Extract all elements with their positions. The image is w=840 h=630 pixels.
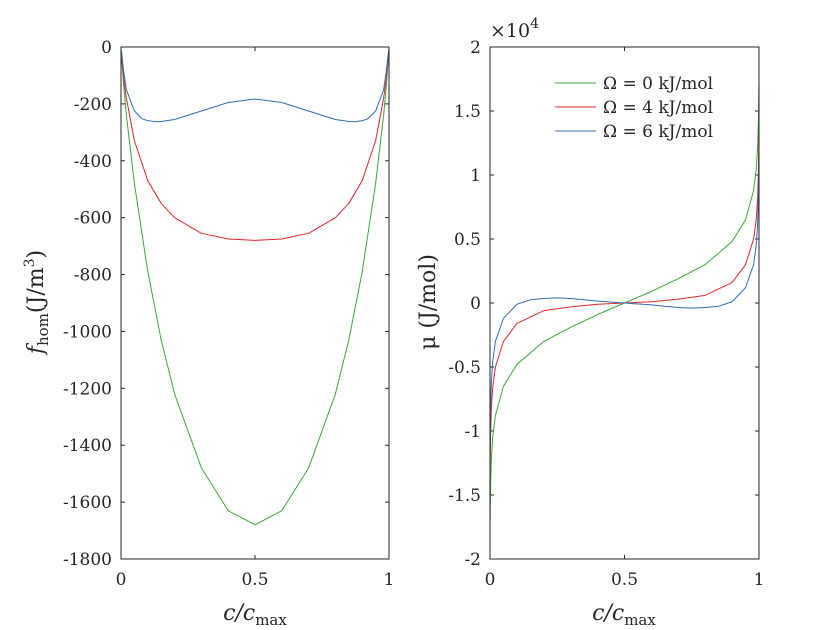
left-ytick-label: -1200 — [63, 379, 112, 399]
right-ytick-label: 0 — [470, 294, 481, 314]
right-exponent-label: ×104 — [490, 16, 539, 42]
left-ytick-label: -600 — [74, 209, 112, 229]
left-ytick-label: -200 — [74, 95, 112, 115]
right-ytick-label: 0.5 — [454, 230, 481, 250]
right-x-axis-label: c/cmax — [592, 601, 656, 629]
left-ytick-labels: 0 -200 -400 -600 -800 -1000 -1200 -1400 -1600 -18… — [63, 38, 112, 570]
right-series-line-2 — [489, 162, 760, 444]
left-ytick-label: -800 — [74, 266, 112, 286]
right-ytick-label: -2 — [464, 550, 481, 570]
left-series-line-1 — [120, 51, 390, 241]
right-xtick-label: 0.5 — [611, 570, 638, 590]
left-ytick-label: -1000 — [63, 322, 112, 342]
right-ytick-label: -1.5 — [448, 486, 481, 506]
right-panel: 21.510.50-0.5-1-1.5-2 0 0.5 1 ×104 c/cmax … — [416, 16, 764, 629]
left-axes-frame — [120, 46, 390, 560]
left-xtick-label: 0 — [116, 570, 127, 590]
left-ytick-label: -1600 — [63, 493, 112, 513]
legend-label-0: Ω = 0 kJ/mol — [603, 74, 713, 94]
right-ytick-label: 1 — [470, 166, 481, 186]
legend: Ω = 0 kJ/mol Ω = 4 kJ/mol Ω = 6 kJ/mol — [555, 74, 713, 142]
legend-label-2: Ω = 6 kJ/mol — [603, 122, 713, 142]
right-axes-frame — [489, 46, 760, 560]
right-ytick-label: -1 — [464, 422, 481, 442]
left-ytick-label: 0 — [101, 38, 112, 58]
left-ytick-label: -400 — [74, 152, 112, 172]
right-ytick-label: 1.5 — [454, 102, 481, 122]
left-xtick-label: 1 — [384, 570, 395, 590]
left-xtick-labels: 0 0.5 1 — [116, 570, 395, 590]
right-ytick-labels: 2 1.5 1 0.5 0 -0.5 -1 -1.5 -2 — [448, 38, 481, 570]
right-xtick-label: 0 — [485, 570, 496, 590]
left-panel: 0 -200 -400 -600 -800 -1000 -1200 -1400 -1600 -18… — [22, 38, 394, 629]
legend-label-1: Ω = 4 kJ/mol — [603, 98, 713, 118]
left-ytick-label: -1800 — [63, 550, 112, 570]
left-xtick-label: 0.5 — [241, 570, 268, 590]
right-series — [489, 85, 760, 521]
left-series — [120, 49, 390, 526]
left-x-axis-label: c/cmax — [223, 601, 287, 629]
right-xtick-labels: 0 0.5 1 — [485, 570, 765, 590]
right-xtick-label: 1 — [754, 570, 765, 590]
left-series-line-2 — [120, 49, 390, 123]
right-ytick-label: -0.5 — [448, 358, 481, 378]
right-y-axis-label: μ (J/mol) — [416, 254, 441, 350]
left-series-line-0 — [120, 52, 390, 526]
left-ytick-label: -1400 — [63, 436, 112, 456]
right-ytick-label: 2 — [470, 38, 481, 58]
